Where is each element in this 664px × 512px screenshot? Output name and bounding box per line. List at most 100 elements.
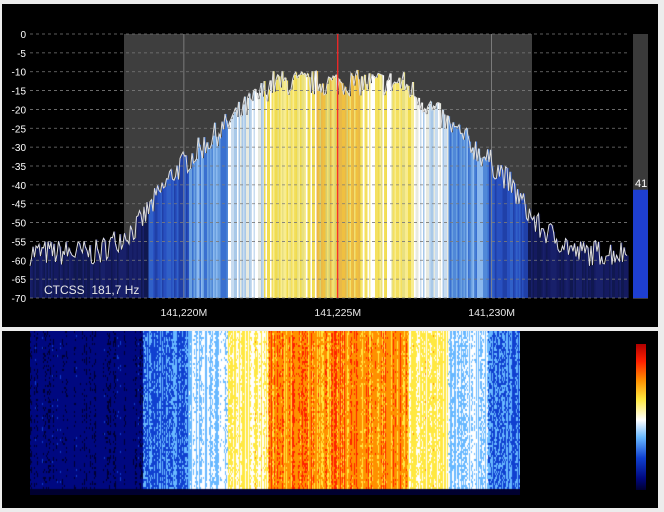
spectrum-bin [102,242,104,298]
spectrum-bin [487,149,490,298]
spectrum-bin [393,84,395,298]
spectrum-bin [322,83,325,298]
db-tick-label: -10 [12,68,27,79]
spectrum-bin [118,251,121,298]
spectrum-bin [165,186,167,298]
spectrum-bin [496,178,499,298]
spectrum-bin [178,179,181,298]
spectrum-bin [627,255,629,298]
spectrum-bin [136,216,139,298]
spectrum-bin [321,92,323,298]
spectrum-bin [159,190,161,298]
spectrum-bin [150,201,152,298]
spectrum-bin [580,241,583,298]
spectrum-bin [79,243,82,298]
spectrum-bin [100,262,103,298]
spectrum-bin [286,80,289,298]
spectrum-bin [55,261,58,298]
spectrum-bin [510,171,512,298]
spectrum-bin [604,263,607,298]
spectrum-bin [598,241,601,298]
spectrum-bin [43,247,46,298]
spectrum-bin [265,94,268,298]
spectrum-bin [564,250,566,298]
spectrum-bin [330,77,332,298]
spectrum-bin [306,77,308,298]
waterfall-display[interactable] [30,331,520,495]
spectrum-bin [331,80,334,298]
db-tick-label: 0 [20,30,26,41]
db-tick-label: -55 [12,237,27,248]
spectrum-bin [166,178,169,298]
spectrum-bin [141,214,143,298]
spectrum-bin [211,144,214,298]
spectrum-bin [448,116,451,298]
spectrum-bin [207,142,209,298]
spectrum-bin [447,115,449,298]
spectrum-bin [297,78,299,298]
spectrum-bin [60,246,62,298]
db-tick-label: -65 [12,275,27,286]
spectrum-bin [204,137,206,298]
spectrum-bin [589,265,592,298]
spectrum-bin [78,242,80,298]
spectrum-bin [600,264,602,298]
spectrum-bin [210,148,212,298]
spectrum-bin [450,123,452,298]
spectrum-bin [109,241,112,298]
spectrum-bin [517,189,520,298]
spectrum-bin [412,82,415,298]
spectrum-bin [460,133,463,298]
spectrum-bin [39,244,41,298]
spectrum-bin [399,77,401,298]
spectrum-bin [462,133,464,298]
spectrum-bin [504,188,506,298]
spectrum-bin [361,76,364,298]
spectrum-bin [93,263,95,298]
spectrum-bin [316,71,319,298]
spectrum-bin [586,245,589,298]
spectrum-bin [37,247,40,298]
spectrum-bin [303,74,305,298]
spectrum-plot[interactable]: 0 -5 -10 -15 -20 -25 -30 -35 -40 -45 -50 -55 -60 -65 -… [2,4,658,327]
db-tick-label: -20 [12,105,27,116]
spectrum-bin [522,199,524,298]
spectrum-bin [334,77,337,299]
spectrum-bin [507,168,509,298]
spectrum-bin [579,259,581,298]
spectrum-bin [246,115,248,298]
spectrum-bin [264,81,266,298]
spectrum-bin [318,91,320,298]
spectrum-bin [576,256,578,298]
spectrum-bin [259,92,262,298]
spectrum-bin [543,228,545,298]
db-tick-label: -35 [12,162,27,173]
spectrum-bin [550,223,553,298]
spectrum-bin [307,73,310,298]
spectrum-bin [565,238,568,298]
spectrum-bin [36,246,38,298]
spectrum-bin [289,90,292,298]
level-meter-fill [633,189,648,298]
spectrum-bin [538,213,541,298]
spectrum-bin [415,97,418,298]
spectrum-bin [121,249,124,298]
spectrum-bin [610,244,613,298]
spectrum-bin [414,96,416,298]
spectrum-bin [372,74,374,298]
spectrum-bin [30,265,32,298]
spectrum-bin [135,237,137,298]
waterfall-panel[interactable] [2,331,658,508]
spectrum-bin [499,176,502,298]
spectrum-panel[interactable]: 0 -5 -10 -15 -20 -25 -30 -35 -40 -45 -50 -55 -60 -65 -… [2,4,658,327]
spectrum-bin [145,221,148,298]
spectrum-bin [385,91,388,298]
spectrum-bin [87,250,89,298]
spectrum-bin [336,75,338,298]
spectrum-bin [139,210,142,298]
spectrum-bin [481,165,484,298]
spectrum-bin [585,253,587,298]
spectrum-bin [591,245,593,298]
spectrum-bin [112,237,115,298]
spectrum-bin [438,102,440,298]
